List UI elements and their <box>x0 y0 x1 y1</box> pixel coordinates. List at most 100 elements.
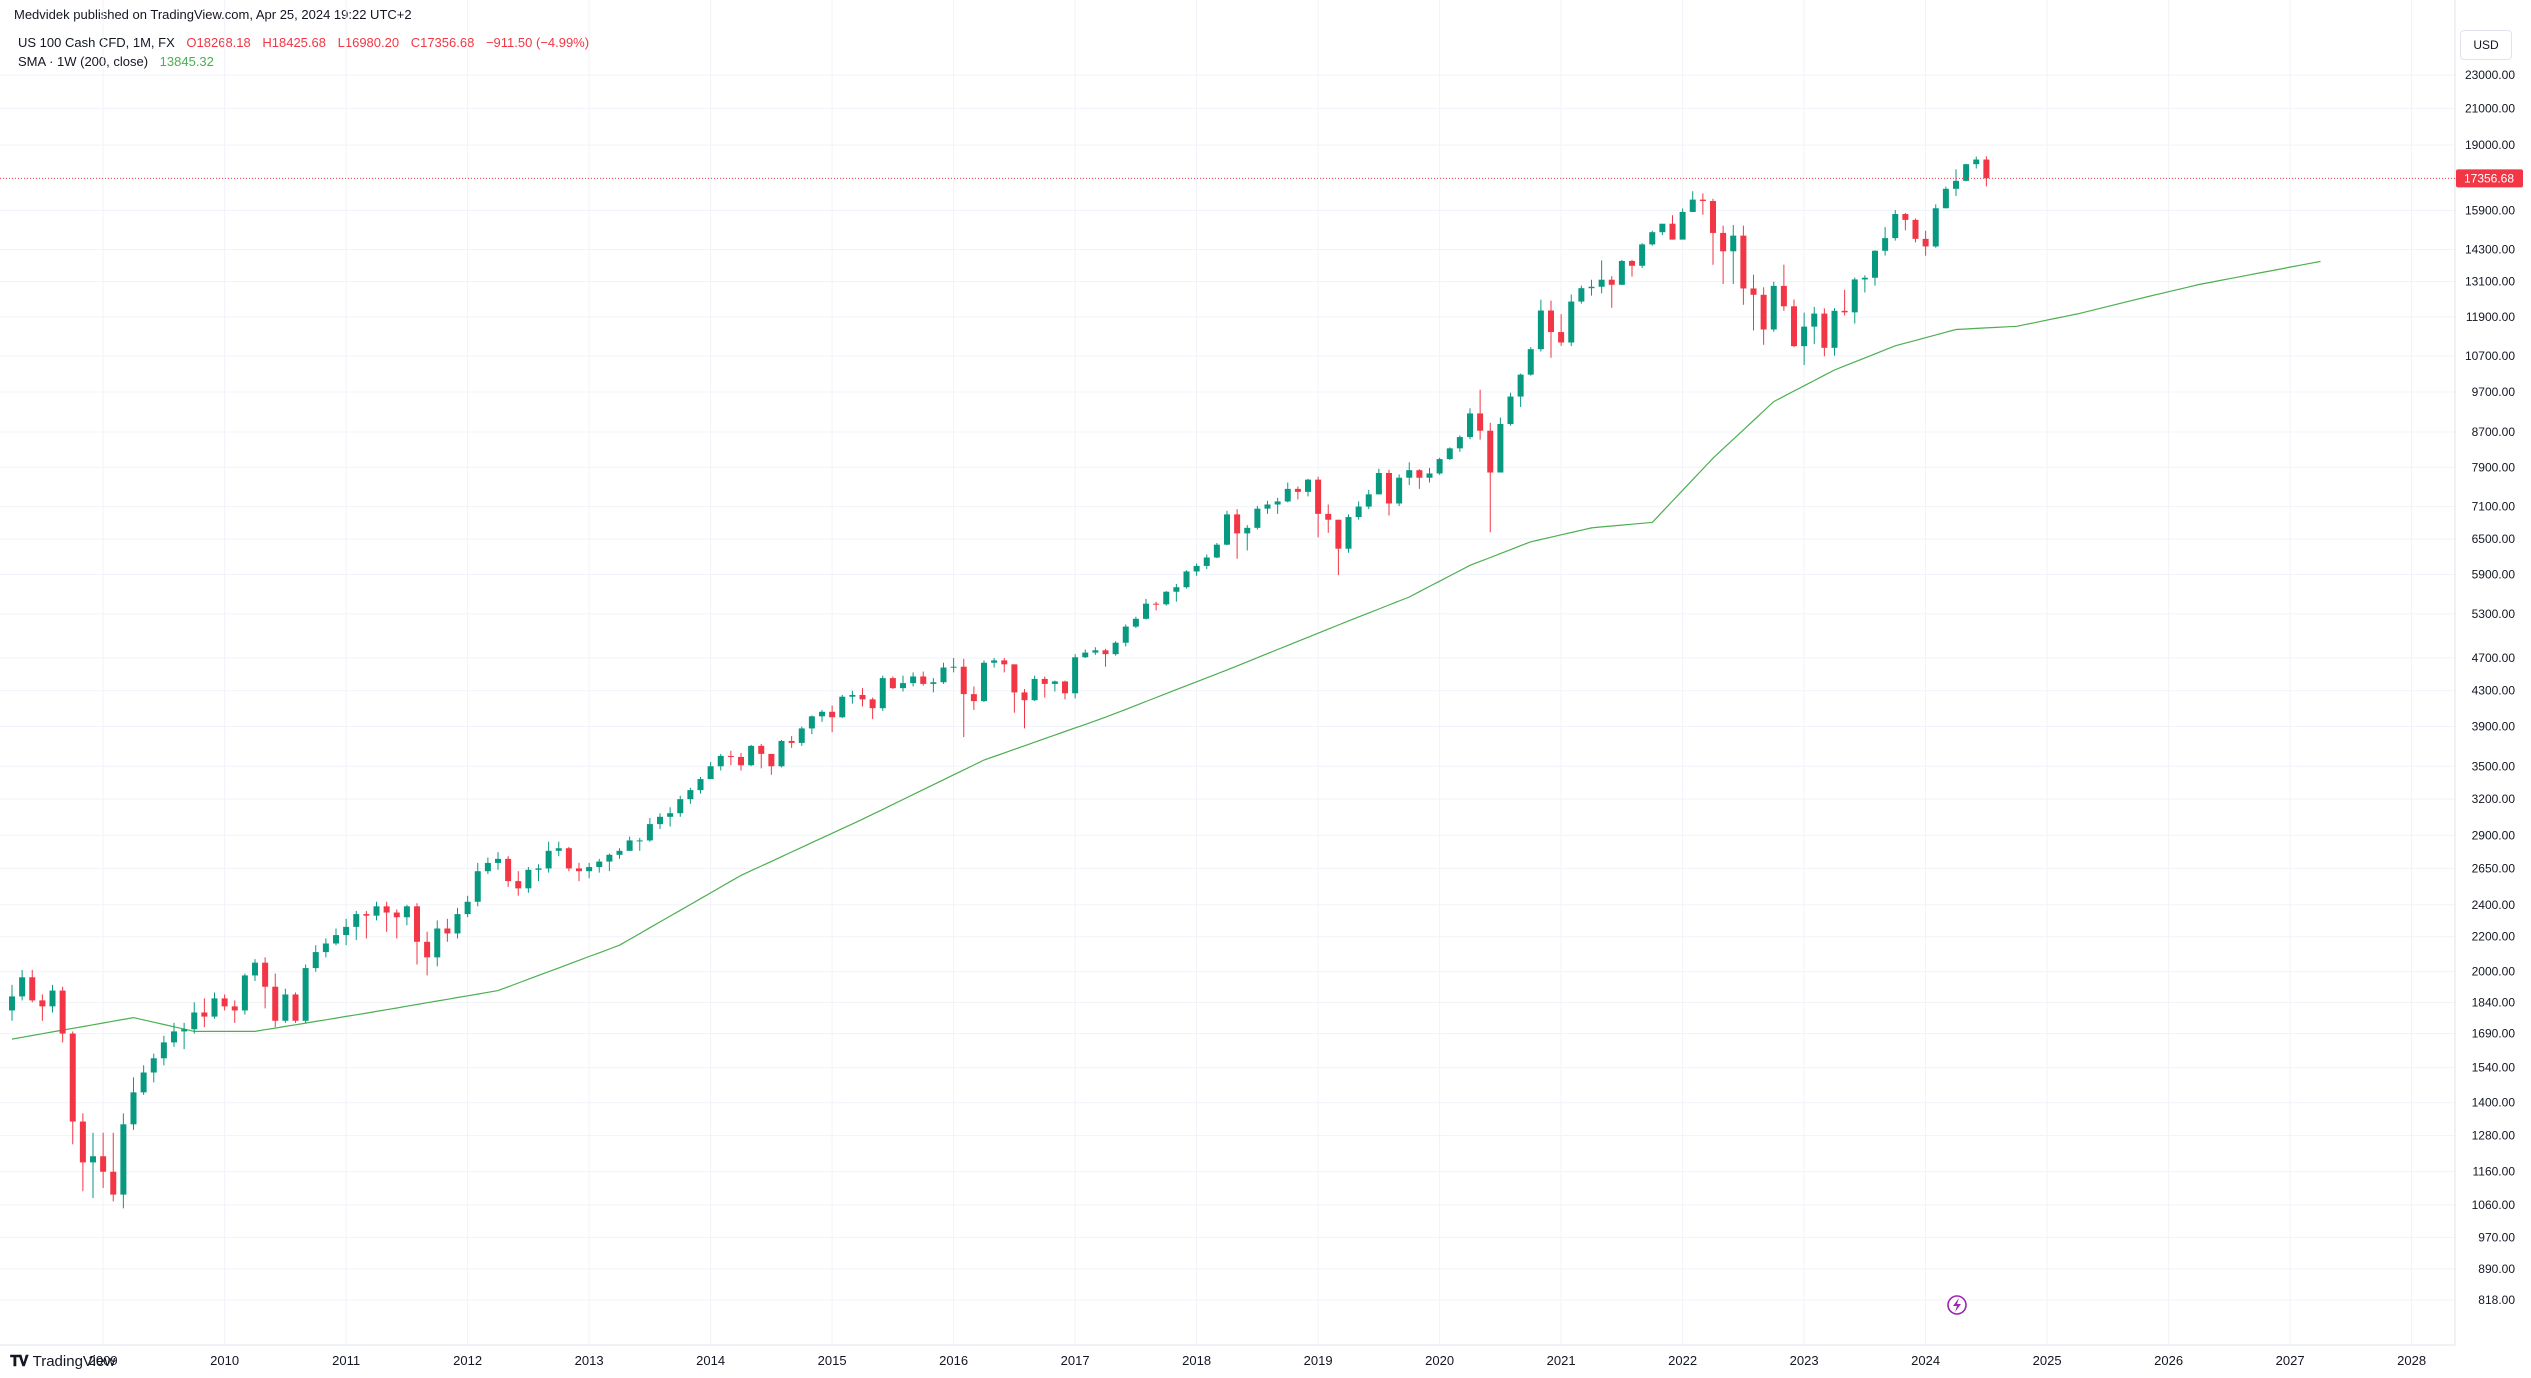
candle-body <box>1588 286 1595 289</box>
candle-body <box>1922 238 1929 247</box>
candle-body <box>1355 506 1362 518</box>
candle-body <box>495 858 501 863</box>
candle-body <box>798 728 805 743</box>
candle-body <box>1143 603 1149 619</box>
candle-body <box>1932 208 1939 247</box>
candle-body <box>1710 200 1716 233</box>
candle-body <box>1335 519 1342 549</box>
candle-body <box>1780 285 1787 307</box>
lightning-icon <box>1953 1298 1961 1312</box>
candle-body <box>1213 544 1220 558</box>
candle-body <box>1112 642 1119 655</box>
symbol-title[interactable]: US 100 Cash CFD, 1M, FX <box>18 35 175 50</box>
candle-body <box>1193 565 1200 572</box>
candle-body <box>1669 223 1676 240</box>
candle-body <box>1456 437 1463 449</box>
price-axis-tick-label: 5300.00 <box>2472 607 2516 621</box>
candle-body <box>920 676 927 684</box>
candle-body <box>1973 159 1980 165</box>
candle-body <box>1244 527 1251 534</box>
candle-body <box>1082 652 1089 658</box>
candle-body <box>839 696 846 718</box>
candle-body <box>707 766 714 780</box>
candle-body <box>1831 310 1838 348</box>
price-axis-tick-label: 1400.00 <box>2472 1096 2516 1110</box>
candle-body <box>1234 514 1241 534</box>
last-price-badge-text: 17356.68 <box>2464 171 2514 185</box>
candle-body <box>302 968 309 1021</box>
sma-series <box>11 260 2321 1040</box>
candle-body <box>748 745 755 766</box>
candle-body <box>1872 250 1878 278</box>
candle-body <box>1406 470 1413 478</box>
candle-body <box>1689 199 1696 212</box>
candle-body <box>1416 470 1423 478</box>
time-axis-tick-label: 2013 <box>575 1353 604 1368</box>
candle-body <box>849 694 856 697</box>
time-axis-tick-label: 2016 <box>939 1353 968 1368</box>
price-axis-tick-label: 1840.00 <box>2472 995 2516 1009</box>
price-axis-tick-label: 4300.00 <box>2472 684 2516 698</box>
time-axis-tick-label: 2026 <box>2154 1353 2183 1368</box>
price-axis-tick-label: 970.00 <box>2478 1230 2515 1244</box>
time-axis-tick-label: 2014 <box>696 1353 725 1368</box>
candle-body <box>181 1029 188 1032</box>
candle-body <box>474 871 481 902</box>
candle-body <box>424 941 431 958</box>
price-axis-tick-label: 7100.00 <box>2472 500 2516 514</box>
candle-body <box>231 1006 238 1011</box>
candle-body <box>1801 326 1808 347</box>
replay-marker[interactable] <box>1947 1295 1967 1315</box>
candle-body <box>1618 260 1625 285</box>
time-axis-tick-label: 2020 <box>1425 1353 1454 1368</box>
candle-body <box>1537 310 1544 350</box>
tv-logo-text: TradingView <box>32 1353 116 1370</box>
time-axis-tick-label: 2021 <box>1547 1353 1576 1368</box>
price-axis-tick-label: 2650.00 <box>2472 861 2516 875</box>
price-axis[interactable]: 23000.00 21000.00 19000.00 15900.00 14300.00… <box>2465 68 2515 1307</box>
tradingview-logo[interactable]: 𝐓𝐕 TradingView <box>10 1353 115 1370</box>
time-axis-tick-label: 2010 <box>210 1353 239 1368</box>
price-axis-tick-label: 1060.00 <box>2472 1198 2516 1212</box>
candle-body <box>343 926 350 936</box>
time-axis[interactable]: 2009 2010 2011 2012 2013 2014 2015 2016 2017 2018… <box>89 1353 2426 1368</box>
candle-body <box>788 740 795 743</box>
candle-body <box>1730 235 1737 252</box>
candle-body <box>565 848 572 869</box>
price-axis-tick-label: 7900.00 <box>2472 460 2516 474</box>
candle-body <box>252 962 258 976</box>
price-axis-tick-label: 23000.00 <box>2465 68 2515 82</box>
candle-body <box>626 840 633 851</box>
candle-body <box>1284 488 1291 502</box>
time-axis-tick-label: 2019 <box>1304 1353 1333 1368</box>
candle-body <box>201 1012 208 1017</box>
candle-body <box>778 740 785 767</box>
sma-indicator-label[interactable]: SMA · 1W (200, close) <box>18 54 149 69</box>
candle-body <box>1274 501 1281 505</box>
candle-body <box>150 1058 157 1073</box>
candle-body <box>1983 159 1990 179</box>
candle-body <box>1953 180 1959 189</box>
candle-body <box>1062 681 1068 694</box>
candle-body <box>484 862 491 872</box>
candle-body <box>1548 310 1554 333</box>
candle-body <box>272 986 279 1021</box>
candle-body <box>1861 277 1868 280</box>
ohlc-high: H18425.68 <box>262 35 326 50</box>
time-axis-tick-label: 2024 <box>1911 1353 1940 1368</box>
price-axis-tick-label: 15900.00 <box>2465 204 2515 218</box>
candle-body <box>39 1000 46 1007</box>
sma-line <box>11 260 2321 1040</box>
currency-selector[interactable]: USD <box>2460 30 2512 60</box>
candle-body <box>687 790 694 800</box>
candle-body <box>1122 626 1129 643</box>
candle-body <box>282 994 289 1021</box>
candle-body <box>1173 587 1180 592</box>
candle-body <box>981 662 987 702</box>
grid-lines <box>0 0 2455 1345</box>
candle-body <box>889 678 896 689</box>
candle-body <box>758 745 765 754</box>
candle-body <box>1375 472 1382 495</box>
price-axis-tick-label: 13100.00 <box>2465 275 2515 289</box>
